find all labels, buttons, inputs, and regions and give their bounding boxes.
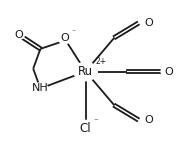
Text: NH: NH: [32, 84, 49, 94]
Circle shape: [161, 67, 173, 76]
Circle shape: [13, 30, 25, 39]
Circle shape: [143, 116, 155, 125]
Text: Ru: Ru: [78, 65, 93, 78]
Circle shape: [74, 62, 97, 81]
Text: 2+: 2+: [96, 57, 107, 66]
Text: ⁻: ⁻: [94, 118, 98, 127]
Circle shape: [143, 18, 155, 27]
Text: O: O: [144, 115, 153, 125]
Text: O: O: [164, 66, 173, 77]
Circle shape: [58, 33, 72, 44]
Text: Cl: Cl: [80, 122, 91, 135]
Circle shape: [76, 120, 96, 136]
Text: O: O: [144, 18, 153, 28]
Text: O: O: [60, 33, 69, 43]
Text: O: O: [14, 30, 23, 40]
Text: ⁻: ⁻: [72, 28, 76, 37]
Circle shape: [33, 83, 48, 94]
